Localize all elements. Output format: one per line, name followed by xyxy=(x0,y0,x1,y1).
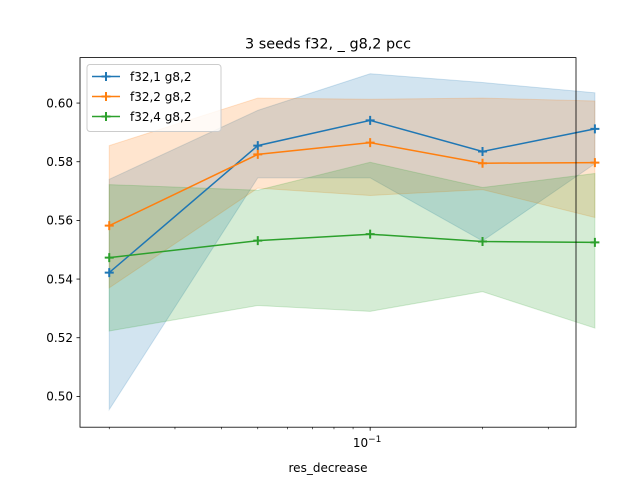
legend-marker-series-3 xyxy=(101,112,111,121)
y-tick-label: 0.56 xyxy=(46,214,73,228)
marker-series-3-point-4 xyxy=(478,237,488,247)
marker-series-1-point-1 xyxy=(104,268,114,278)
y-tick-label: 0.60 xyxy=(46,96,73,110)
x-tick-label-exponent: −1 xyxy=(368,435,381,445)
legend-label-series-3: f32,4 g8,2 xyxy=(130,110,191,124)
marker-series-1-point-4 xyxy=(478,146,488,156)
marker-series-2-point-3 xyxy=(365,138,375,148)
chart-title: 3 seeds f32, _ g8,2 pcc xyxy=(245,37,411,53)
x-axis-title: res_decrease xyxy=(289,461,368,475)
marker-series-2-point-2 xyxy=(253,149,263,159)
marker-series-2-point-4 xyxy=(478,158,488,168)
legend-marker-series-2 xyxy=(101,92,111,101)
y-tick-label: 0.50 xyxy=(46,390,73,404)
y-tick-label: 0.52 xyxy=(46,331,73,345)
band-series-2 xyxy=(108,97,596,289)
band-series-3 xyxy=(108,161,596,332)
plot-frame xyxy=(79,57,577,428)
marker-series-3-point-1 xyxy=(104,253,114,263)
marker-series-2-point-5 xyxy=(590,158,600,168)
marker-series-1-point-3 xyxy=(365,115,375,125)
marker-series-2-point-1 xyxy=(104,221,114,231)
legend-box xyxy=(86,64,222,132)
y-tick-label: 0.54 xyxy=(46,272,73,286)
legend-label-series-2: f32,2 g8,2 xyxy=(130,90,191,104)
confidence-bands xyxy=(108,73,596,412)
y-tick-label: 0.58 xyxy=(46,155,73,169)
marker-series-3-point-5 xyxy=(590,237,600,247)
legend-marker-series-1 xyxy=(101,72,111,81)
marker-series-1-point-5 xyxy=(590,124,600,134)
legend: f32,1 g8,2 f32,2 g8,2 f32,4 g8,2 xyxy=(86,64,222,132)
marker-series-1-point-2 xyxy=(253,141,263,151)
marker-series-3-point-2 xyxy=(253,236,263,246)
legend-label-series-1: f32,1 g8,2 xyxy=(130,70,191,84)
marker-series-3-point-3 xyxy=(365,229,375,239)
series-lines xyxy=(104,115,600,278)
